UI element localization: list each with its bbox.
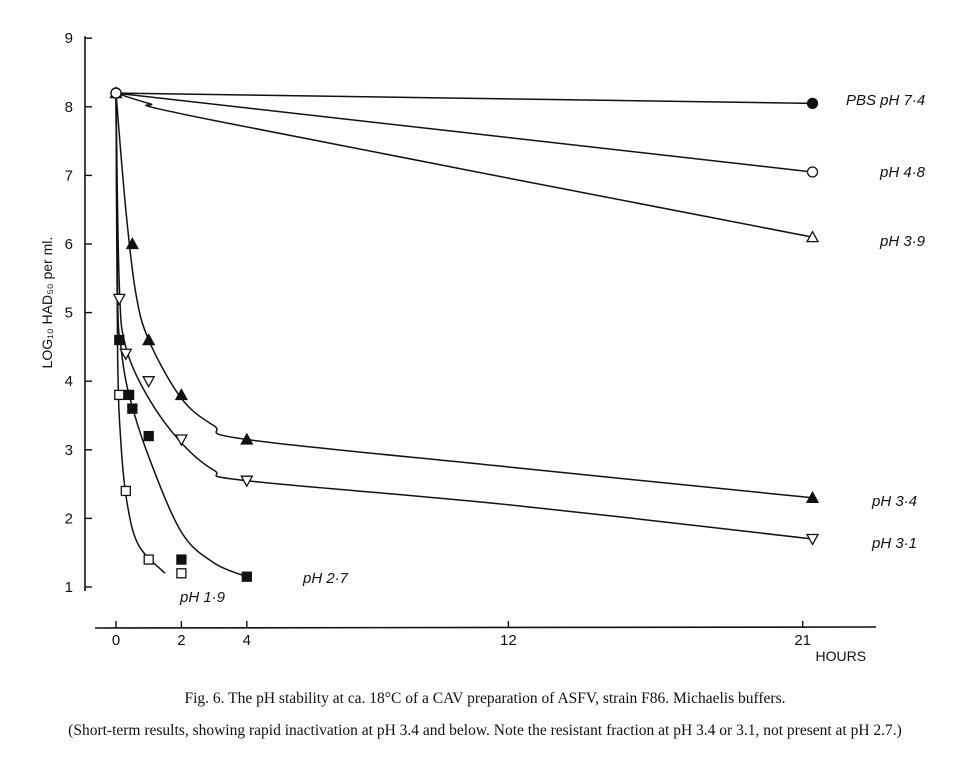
point-pbs-ph-7-4-1	[806, 97, 819, 110]
figure-caption: Fig. 6. The pH stability at ca. 18°C of …	[30, 690, 940, 740]
series-label-ph-3-9: pH 3·9	[879, 233, 926, 250]
point-ph-2-7-5	[241, 571, 252, 582]
caption-main: Fig. 6. The pH stability at ca. 18°C of …	[184, 690, 786, 707]
x-axis-title: HOURS	[816, 648, 867, 664]
curve-ph-3-4	[115, 93, 813, 499]
series-label-ph-3-4: pH 3·4	[871, 493, 917, 510]
series-label-ph-2-7: pH 2·7	[302, 570, 349, 587]
point-ph-1-9-2	[143, 554, 154, 565]
x-axis-line	[94, 626, 877, 629]
point-ph-2-7-1	[123, 389, 135, 401]
point-ph-3-4-2	[174, 388, 188, 401]
series-label-ph-4-8: pH 4·8	[879, 164, 926, 181]
x-tick-label-4: 4	[243, 632, 251, 649]
point-ph-2-7-0	[114, 334, 125, 346]
curve-ph-1-9	[115, 93, 166, 574]
point-ph-3-1-2	[142, 376, 156, 389]
curve-ph-2-7	[115, 93, 248, 578]
y-tick-label-7: 7	[65, 167, 73, 184]
x-tick-label-21: 21	[794, 632, 811, 649]
y-tick-label-8: 8	[65, 99, 73, 116]
caption-note: (Short-term results, showing rapid inact…	[68, 722, 902, 739]
point-ph-3-9-1	[805, 230, 820, 243]
point-ph-2-7-2	[127, 403, 138, 414]
point-ph-3-1-0	[112, 293, 126, 306]
point-ph-3-1-3	[174, 434, 188, 447]
y-tick-label-1: 1	[65, 579, 73, 596]
point-ph-3-1-5	[805, 533, 820, 546]
series-labels: PBS pH 7·4 pH 4·8 pH 3·9 pH 3·4 pH 3·1 pH 2·7…	[179, 92, 926, 606]
point-origin	[110, 87, 122, 99]
y-axis-title: LOG₁₀ HAD₅₀ per ml.	[39, 237, 55, 369]
y-tick-label-5: 5	[65, 305, 73, 322]
y-tick-label-3: 3	[65, 442, 73, 459]
y-tick-label-6: 6	[65, 236, 73, 253]
point-ph-1-9-1	[120, 485, 131, 497]
point-ph-3-4-1	[142, 333, 156, 346]
point-ph-2-7-3	[143, 430, 154, 442]
x-tick-label-2: 2	[177, 632, 185, 649]
point-ph-4-8-1	[806, 166, 819, 178]
y-tick-label-4: 4	[65, 373, 73, 390]
curve-ph-3-9	[115, 92, 813, 238]
point-ph-3-1-1	[119, 348, 133, 361]
point-ph-3-4-4	[805, 490, 820, 503]
series-label-ph-3-1: pH 3·1	[871, 535, 917, 552]
x-tick-label-12: 12	[500, 632, 517, 649]
y-tick-label-9: 9	[65, 30, 73, 47]
point-ph-3-4-0	[125, 237, 139, 250]
point-ph-3-4-3	[240, 432, 254, 445]
point-ph-3-1-4	[240, 475, 254, 488]
curve-pbs-ph-7-4	[115, 92, 813, 105]
series-label-pbs-ph-7-4: PBS pH 7·4	[846, 92, 925, 109]
series-curves	[115, 92, 813, 578]
point-ph-2-7-4	[176, 554, 187, 565]
series-label-ph-1-9: pH 1·9	[179, 589, 226, 606]
y-tick-label-2: 2	[65, 510, 73, 527]
point-ph-1-9-3	[176, 568, 187, 579]
point-ph-1-9-0	[114, 389, 125, 401]
data-markers	[109, 86, 820, 582]
x-tick-label-0: 0	[112, 632, 120, 649]
curve-ph-4-8	[115, 92, 813, 173]
